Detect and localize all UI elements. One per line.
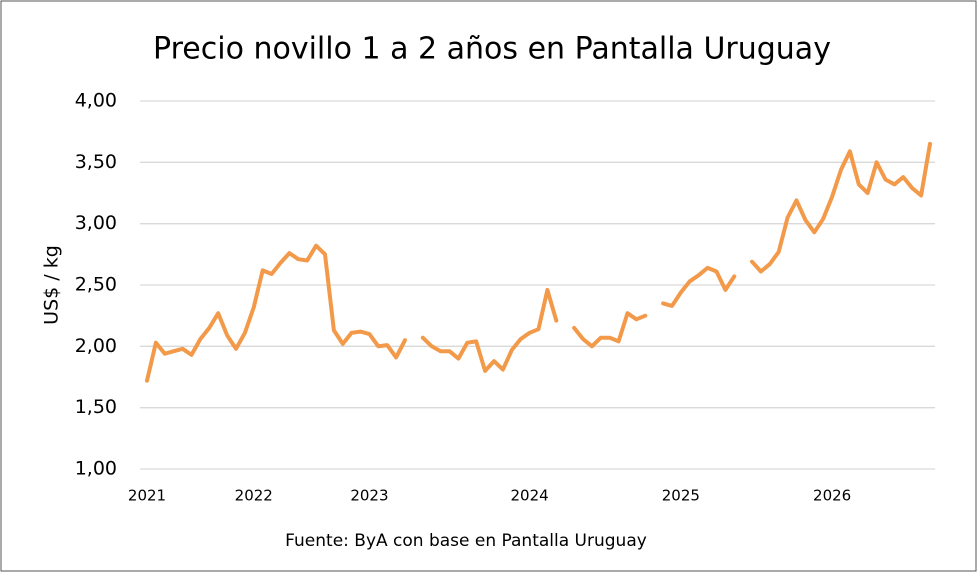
y-tick-label: 2,00 [75, 335, 117, 357]
x-tick-label: 2025 [662, 487, 700, 505]
chart-title: Precio novillo 1 a 2 años en Pantalla Ur… [153, 32, 831, 67]
y-tick-label: 1,00 [75, 458, 117, 480]
source-note: Fuente: ByA con base en Pantalla Uruguay [285, 531, 647, 551]
x-tick-label: 2024 [511, 487, 549, 505]
y-tick-label: 2,50 [75, 274, 117, 296]
x-tick-label: 2026 [813, 487, 851, 505]
y-tick-label: 4,00 [75, 90, 117, 112]
y-axis-label: US$ / kg [41, 245, 63, 325]
x-tick-label: 2023 [350, 487, 388, 505]
x-tick-label: 2022 [235, 487, 273, 505]
y-tick-label: 3,00 [75, 212, 117, 234]
x-tick-label: 2021 [128, 487, 166, 505]
y-tick-label: 1,50 [75, 396, 117, 418]
line-series [145, 141, 932, 383]
y-tick-label: 3,50 [75, 151, 117, 173]
